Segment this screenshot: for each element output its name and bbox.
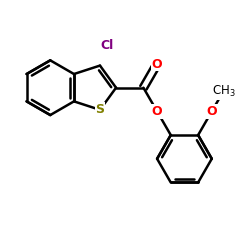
Text: S: S — [96, 103, 104, 116]
Text: O: O — [152, 58, 162, 70]
Text: Cl: Cl — [100, 38, 113, 52]
Text: O: O — [152, 105, 162, 118]
Text: CH$_3$: CH$_3$ — [212, 84, 235, 99]
Text: O: O — [206, 105, 217, 118]
